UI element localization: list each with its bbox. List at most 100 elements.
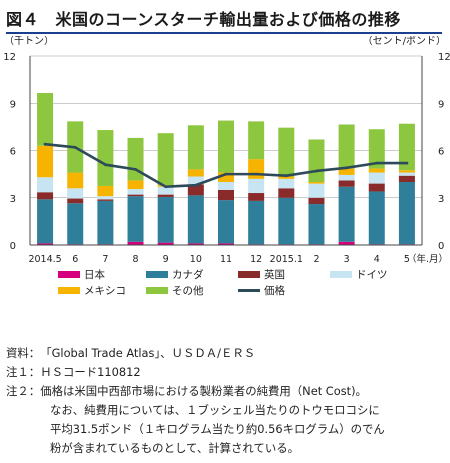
price-point [315, 169, 318, 173]
bar-segment [187, 176, 204, 185]
legend-label: ドイツ [356, 269, 388, 281]
bar-segment [218, 172, 234, 182]
right-axis-unit: （セント/ポンド） [363, 36, 446, 47]
bar-segment [368, 172, 385, 184]
bar-segment [97, 185, 114, 197]
price-point [284, 174, 288, 178]
x-tick-label: 12 [250, 254, 262, 265]
bar-segment [308, 197, 325, 205]
bar-segment [37, 243, 54, 245]
right-tick-label: 9 [438, 99, 444, 110]
bar-segment [218, 243, 234, 245]
bar-segment [278, 178, 295, 189]
chart: （千トン） （セント/ポンド） 0 3 6 9 12 0 3 6 9 12 2014.5 6 7 8 9 10 11… [3, 36, 450, 297]
bar-segment [127, 196, 144, 242]
note-source: 資料： 「Global Trade Atlas」、ＵＳＤＡ/ＥＲＳ [6, 344, 446, 363]
x-tick-label: 2015.1 [270, 254, 303, 265]
bar-segment [398, 175, 415, 182]
legend-label: メキシコ [84, 285, 126, 297]
bar-segment [67, 188, 84, 199]
legend-swatch [58, 271, 80, 278]
bar-segment [218, 200, 234, 244]
note-label: 注１： [6, 365, 41, 379]
y-tick-label: 0 [10, 241, 16, 252]
note-label: 注２： [6, 384, 41, 398]
bar-segment [157, 186, 174, 195]
bar-segment [338, 168, 355, 175]
right-tick-label: 6 [438, 147, 444, 158]
bar-segment [37, 145, 54, 178]
note-2: 注２： 価格は米国中西部市場における製粉業者の純費用（Net Cost)。 [6, 382, 446, 401]
legend-label: カナダ [172, 268, 204, 281]
bar-segment [278, 127, 295, 177]
bar-segment [157, 194, 174, 197]
bar-segment [187, 243, 204, 245]
legend-label: 英国 [264, 268, 285, 281]
note-label: 資料： [6, 346, 41, 360]
bar-segment [127, 194, 144, 197]
bar-segment [218, 120, 234, 173]
left-axis-unit: （千トン） [4, 36, 54, 47]
note-2-cont-1: なお、純費用については、１ブッシェル当たりのトウモロコシに [6, 401, 446, 420]
right-tick-label: 0 [438, 241, 444, 252]
price-point [134, 168, 137, 171]
bar-segment [97, 200, 114, 245]
bar-segment [187, 169, 204, 177]
bar-segment [127, 189, 144, 195]
bar-segment [338, 174, 355, 181]
x-tick-label: 9 [163, 254, 169, 265]
x-tick-label: 10 [190, 254, 202, 265]
bar-segment [97, 196, 114, 200]
legend-swatch [330, 271, 352, 278]
note-2-cont-2: 平均31.5ポンド（１キログラム当たり約0.56キログラム）のでん [6, 420, 446, 439]
x-tick-label: 2 [313, 254, 319, 265]
price-point [73, 145, 77, 149]
right-tick-label: 3 [438, 194, 444, 205]
figure-title-bar: 図４ 米国のコーンスターチ輸出量および価格の推移 [6, 6, 442, 34]
bar-segment [218, 189, 234, 201]
legend-line-swatch [238, 289, 260, 292]
legend-label: 日本 [84, 268, 105, 281]
bar-segment [67, 172, 84, 189]
bar-segment [338, 124, 355, 169]
bar-segment [278, 188, 295, 198]
bar-segment [97, 199, 114, 201]
y-tick-label: 3 [10, 194, 16, 205]
note-2-cont-3: 粉が含まれているものとして、計算されている。 [6, 439, 446, 458]
bar-segment [67, 203, 84, 245]
bar-segment [127, 180, 144, 190]
bar-segment [187, 184, 204, 196]
y-tick-label: 6 [10, 147, 16, 158]
legend-label: 価格 [264, 284, 285, 297]
bar-segment [248, 178, 265, 194]
x-tick-label: 8 [133, 254, 139, 265]
bar-segment [278, 197, 295, 245]
note-text: 「Global Trade Atlas」、ＵＳＤＡ/ＥＲＳ [40, 346, 256, 360]
bar-segment [368, 183, 385, 192]
bar-segment [157, 133, 174, 186]
bar-segment [218, 182, 234, 190]
bar-segment [308, 182, 325, 184]
bar-segment [157, 196, 174, 243]
price-point [103, 163, 107, 167]
bar-segment [338, 180, 355, 187]
legend-swatch [146, 287, 168, 294]
bar-segment [248, 159, 265, 179]
note-1: 注１： ＨＳコード110812 [6, 363, 446, 382]
x-tick-label: 5 [404, 254, 410, 265]
bar-segment [338, 186, 355, 242]
bar-segment [248, 200, 265, 245]
bar-segment [187, 195, 204, 244]
note-text: 平均31.5ポンド（１キログラム当たり約0.56キログラム）のでん [50, 422, 385, 436]
x-tick-label: 6 [72, 254, 78, 265]
right-tick-label: 12 [438, 52, 450, 63]
price-point [224, 172, 228, 176]
note-text: ＨＳコード110812 [40, 365, 141, 379]
bar-segment [248, 121, 265, 160]
price-point [43, 142, 47, 146]
x-tick-label: 4 [374, 254, 380, 265]
y-tick-label: 12 [3, 52, 16, 63]
note-text: 価格は米国中西部市場における製粉業者の純費用（Net Cost)。 [40, 384, 367, 398]
note-text: 粉が含まれているものとして、計算されている。 [50, 441, 299, 455]
bar-segment [398, 170, 415, 173]
